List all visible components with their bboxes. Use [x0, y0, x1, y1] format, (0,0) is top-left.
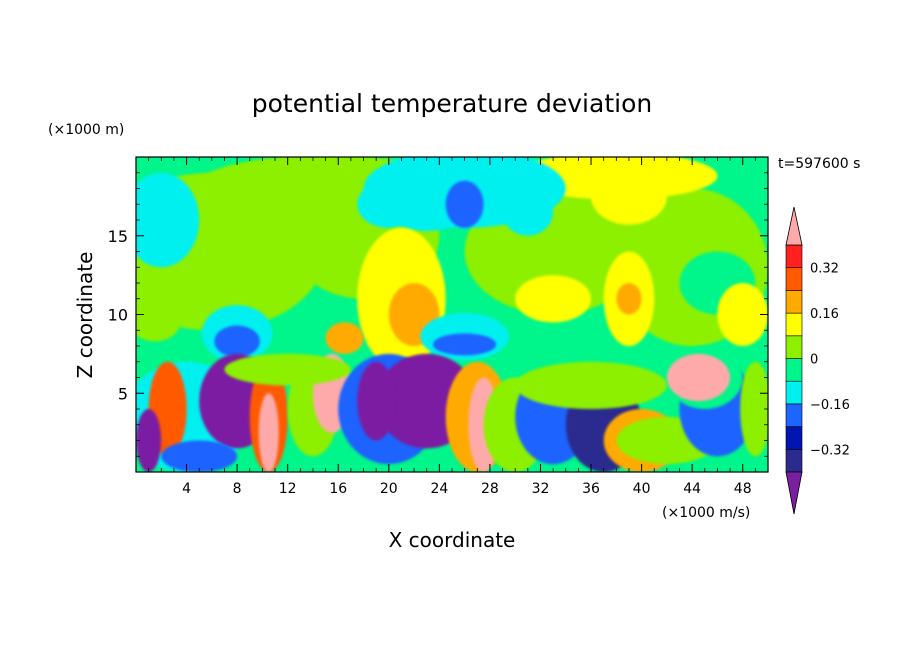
x-tick-label: 16: [329, 481, 347, 497]
y-axis-label: Z coordinate: [73, 252, 97, 379]
contour-blob: [136, 303, 181, 342]
colorbar-tick-label: −0.16: [810, 398, 850, 413]
colorbar-segment: [785, 426, 803, 450]
colorbar: 0.32 0.16 0 −0.16 −0.32: [785, 206, 850, 515]
contour-blob: [258, 393, 279, 472]
colorbar-segment: [785, 358, 803, 382]
y-tick-label: 5: [118, 384, 128, 403]
x-tick-label: 36: [582, 481, 600, 497]
colorbar-min-extension: [785, 471, 803, 515]
y-unit-label: (×1000 m): [48, 122, 124, 138]
contour-blob: [224, 353, 351, 386]
contour-blob: [433, 333, 497, 356]
contour-blob: [214, 325, 260, 358]
x-tick-label: 32: [532, 481, 550, 497]
x-tick-label: 12: [279, 481, 297, 497]
colorbar-segment: [785, 448, 803, 473]
x-axis-label: X coordinate: [389, 528, 516, 552]
y-tick-label: 10: [108, 306, 128, 325]
colorbar-segment: [785, 335, 803, 359]
colorbar-tick-label: 0: [810, 353, 818, 368]
x-tick-label: 24: [430, 481, 448, 497]
contour-blob: [515, 275, 591, 323]
chart-title: potential temperature deviation: [252, 89, 652, 118]
colorbar-segment: [785, 267, 803, 291]
contour-blob: [740, 361, 768, 457]
contour-blobs: [136, 157, 768, 472]
x-unit-label: (×1000 m/s): [662, 505, 750, 521]
contour-blob: [357, 180, 421, 228]
contour-blob: [717, 283, 768, 346]
contour-blob: [591, 168, 667, 225]
contour-blob: [357, 361, 396, 441]
colorbar-max-extension: [785, 206, 803, 246]
x-tick-label: 8: [233, 481, 242, 497]
colorbar-segment: [785, 380, 803, 405]
time-label: t=597600 s: [778, 156, 860, 172]
contour-field: [136, 157, 768, 472]
y-axis-ticks: 5 10 15: [108, 172, 768, 457]
contour-blob: [445, 180, 484, 228]
colorbar-segment: [785, 312, 803, 337]
x-tick-label: 28: [481, 481, 499, 497]
colorbar-tick-label: 0.16: [810, 307, 839, 322]
contour-blob: [616, 283, 642, 315]
contour-blob: [325, 322, 364, 354]
x-tick-label: 40: [633, 481, 651, 497]
x-tick-label: 44: [683, 481, 701, 497]
x-tick-label: 48: [734, 481, 752, 497]
colorbar-segment: [785, 244, 803, 269]
colorbar-segment: [785, 290, 803, 314]
colorbar-tick-label: −0.32: [810, 443, 850, 458]
x-tick-label: 4: [182, 481, 191, 497]
y-tick-label: 15: [108, 227, 128, 246]
contour-blob: [136, 409, 162, 472]
colorbar-segment: [785, 403, 803, 427]
x-axis-ticks: 4 8 12 16 20 24 28 32 36 40 44 48: [148, 157, 756, 497]
contour-blob: [515, 361, 667, 409]
contour-blob: [136, 172, 200, 268]
colorbar-tick-label: 0.32: [810, 262, 839, 277]
x-tick-label: 20: [380, 481, 398, 497]
contour-blob: [161, 440, 238, 472]
contour-blob: [502, 188, 554, 236]
contour-blob: [666, 353, 731, 402]
